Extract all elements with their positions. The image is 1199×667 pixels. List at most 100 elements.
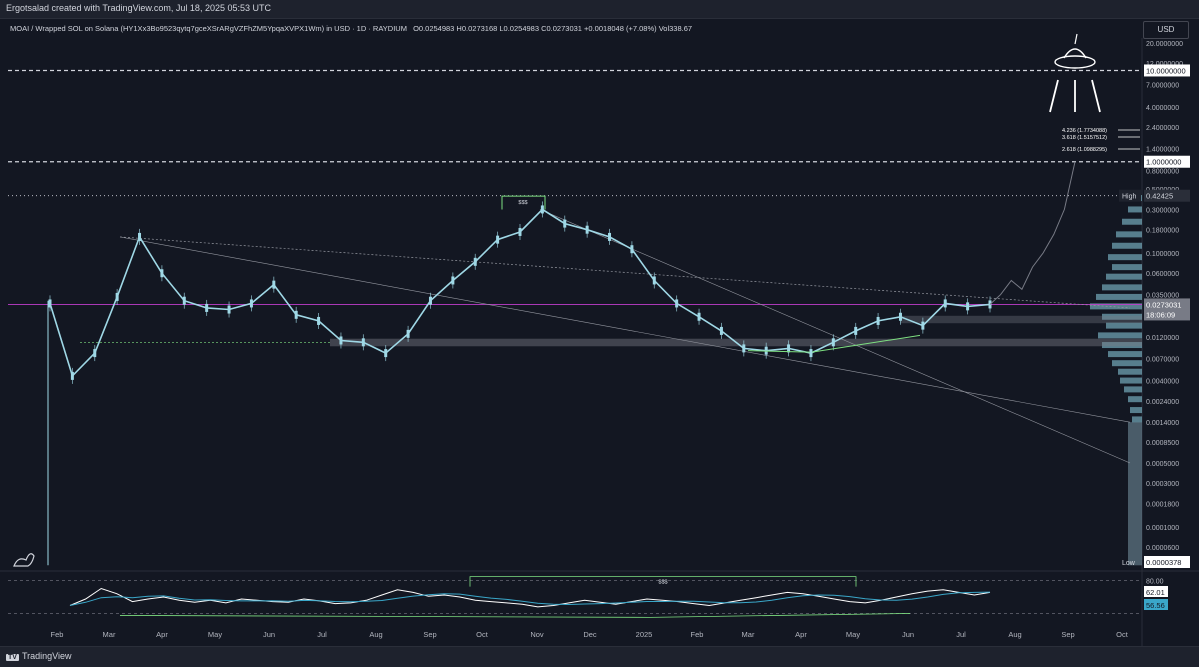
currency-button[interactable]: USD	[1143, 21, 1189, 39]
resistance-zone	[900, 315, 1142, 324]
projection-path	[989, 161, 1076, 305]
rsi-divergence-line	[649, 613, 911, 618]
high-tag-bg	[1119, 189, 1141, 202]
ohlc-values: O0.0254983 H0.0273168 L0.0254983 C0.0273…	[413, 24, 693, 33]
low-value: 0.0000378	[1146, 558, 1181, 567]
x-tick-label: Aug	[1008, 630, 1021, 639]
rsi-annotation: $$$	[658, 580, 667, 586]
volume-profile-bar	[1116, 231, 1142, 238]
candle-body	[294, 310, 298, 319]
top-bracket	[501, 195, 546, 210]
x-tick-label: Sep	[1061, 630, 1074, 639]
volume-profile-bar	[1102, 284, 1142, 291]
volume-profile-bar	[1098, 332, 1142, 339]
x-tick-label: Mar	[742, 630, 755, 639]
low-value-tag	[1144, 556, 1190, 568]
ufo-dome	[1063, 48, 1087, 59]
volume-profile-bar	[1130, 407, 1142, 414]
candle-body	[540, 205, 544, 214]
volume-profile-bar	[1102, 342, 1142, 349]
level-price-tag	[1144, 155, 1190, 168]
candle-body	[182, 296, 186, 305]
candle-body	[115, 292, 119, 301]
fib-label: 4.236 (1.7734088)	[1062, 128, 1107, 134]
volume-profile-bar	[1128, 206, 1142, 213]
y-tick-label: 0.0001000	[1146, 525, 1179, 532]
y-tick-label: 0.1800000	[1146, 228, 1179, 235]
rsi-ma-series	[69, 591, 991, 606]
candle-body	[496, 235, 500, 244]
x-tick-label: Jul	[956, 630, 966, 639]
y-tick-label: 0.0600000	[1146, 271, 1179, 278]
y-tick-label: 0.3000000	[1146, 207, 1179, 214]
candle-body	[742, 344, 746, 353]
tv-mark-icon: TV	[6, 654, 19, 661]
candle-body	[854, 326, 858, 335]
x-tick-label: Feb	[51, 630, 64, 639]
x-tick-label: May	[208, 630, 222, 639]
ufo-beam	[1091, 79, 1101, 113]
tradingview-logo[interactable]: TV TradingView	[6, 651, 71, 661]
candle-body	[451, 276, 455, 285]
trendline	[119, 236, 1131, 309]
candle-body	[630, 245, 634, 254]
y-tick-label: 0.0350000	[1146, 293, 1179, 300]
y-tick-label: 0.1000000	[1146, 251, 1179, 258]
y-tick-label: 0.0005000	[1146, 461, 1179, 468]
candle-body	[966, 302, 970, 311]
y-tick-label: 0.0014000	[1146, 420, 1179, 427]
level-price-label: 10.0000000	[1146, 66, 1186, 75]
y-tick-label: 0.0008500	[1146, 440, 1179, 447]
ufo-disc	[1054, 55, 1096, 69]
y-tick-label: 1.4000000	[1146, 146, 1179, 153]
symbol-info: MOAI / Wrapped SOL on Solana (HY1Xx3Bo95…	[10, 24, 692, 33]
candle-body	[675, 299, 679, 308]
rsi-series	[69, 587, 991, 608]
volume-profile-bar	[1106, 322, 1142, 329]
rsi-ma-value-tag	[1144, 599, 1168, 610]
x-tick-label: Aug	[369, 630, 382, 639]
y-tick-label: 0.0003000	[1146, 481, 1179, 488]
last-price-label: 0.0273031	[1146, 300, 1181, 309]
countdown-label: 18:06:09	[1146, 310, 1175, 319]
candle-body	[70, 371, 74, 380]
rsi-divergence-line	[119, 615, 651, 618]
x-tick-label: Mar	[103, 630, 116, 639]
high-label: High	[1122, 194, 1137, 201]
ufo-antenna	[1074, 33, 1078, 45]
candle-body	[249, 299, 253, 308]
x-tick-label: Dec	[583, 630, 597, 639]
low-label: Low	[1122, 560, 1136, 567]
candle-body	[384, 349, 388, 358]
x-tick-label: Oct	[476, 630, 489, 639]
volume-profile-bar	[1112, 360, 1142, 367]
candle-body	[876, 316, 880, 325]
candle-body	[473, 257, 477, 266]
candle-body	[563, 219, 567, 228]
candle-body	[428, 296, 432, 305]
trendline	[539, 209, 1131, 464]
y-tick-label: 0.0000600	[1146, 545, 1179, 552]
x-tick-label: Feb	[691, 630, 704, 639]
y-tick-label: 7.0000000	[1146, 83, 1179, 90]
y-tick-label: 0.0040000	[1146, 379, 1179, 386]
volume-profile-bar	[1122, 218, 1142, 225]
top-bar: Ergotsalad created with TradingView.com,…	[0, 0, 1199, 19]
last-price-tag	[1144, 298, 1190, 321]
top-annotation: $$$	[518, 200, 527, 206]
symbol-line: MOAI / Wrapped SOL on Solana (HY1Xx3Bo95…	[10, 24, 407, 33]
y-tick-label: 0.0120000	[1146, 335, 1179, 342]
level-price-label: 1.0000000	[1146, 158, 1181, 167]
candle-body	[361, 338, 365, 347]
candle-body	[943, 299, 947, 308]
rsi-ma-value: 56.56	[1146, 601, 1165, 610]
candle-body	[93, 349, 97, 358]
brand-text: TradingView	[21, 651, 72, 661]
candle-body	[809, 349, 813, 358]
candle-body	[652, 276, 656, 285]
y-tick-label: 0.0070000	[1146, 356, 1179, 363]
y-tick-label: 2.4000000	[1146, 125, 1179, 132]
volume-profile-bar	[1108, 351, 1142, 358]
x-tick-label: Nov	[530, 630, 544, 639]
